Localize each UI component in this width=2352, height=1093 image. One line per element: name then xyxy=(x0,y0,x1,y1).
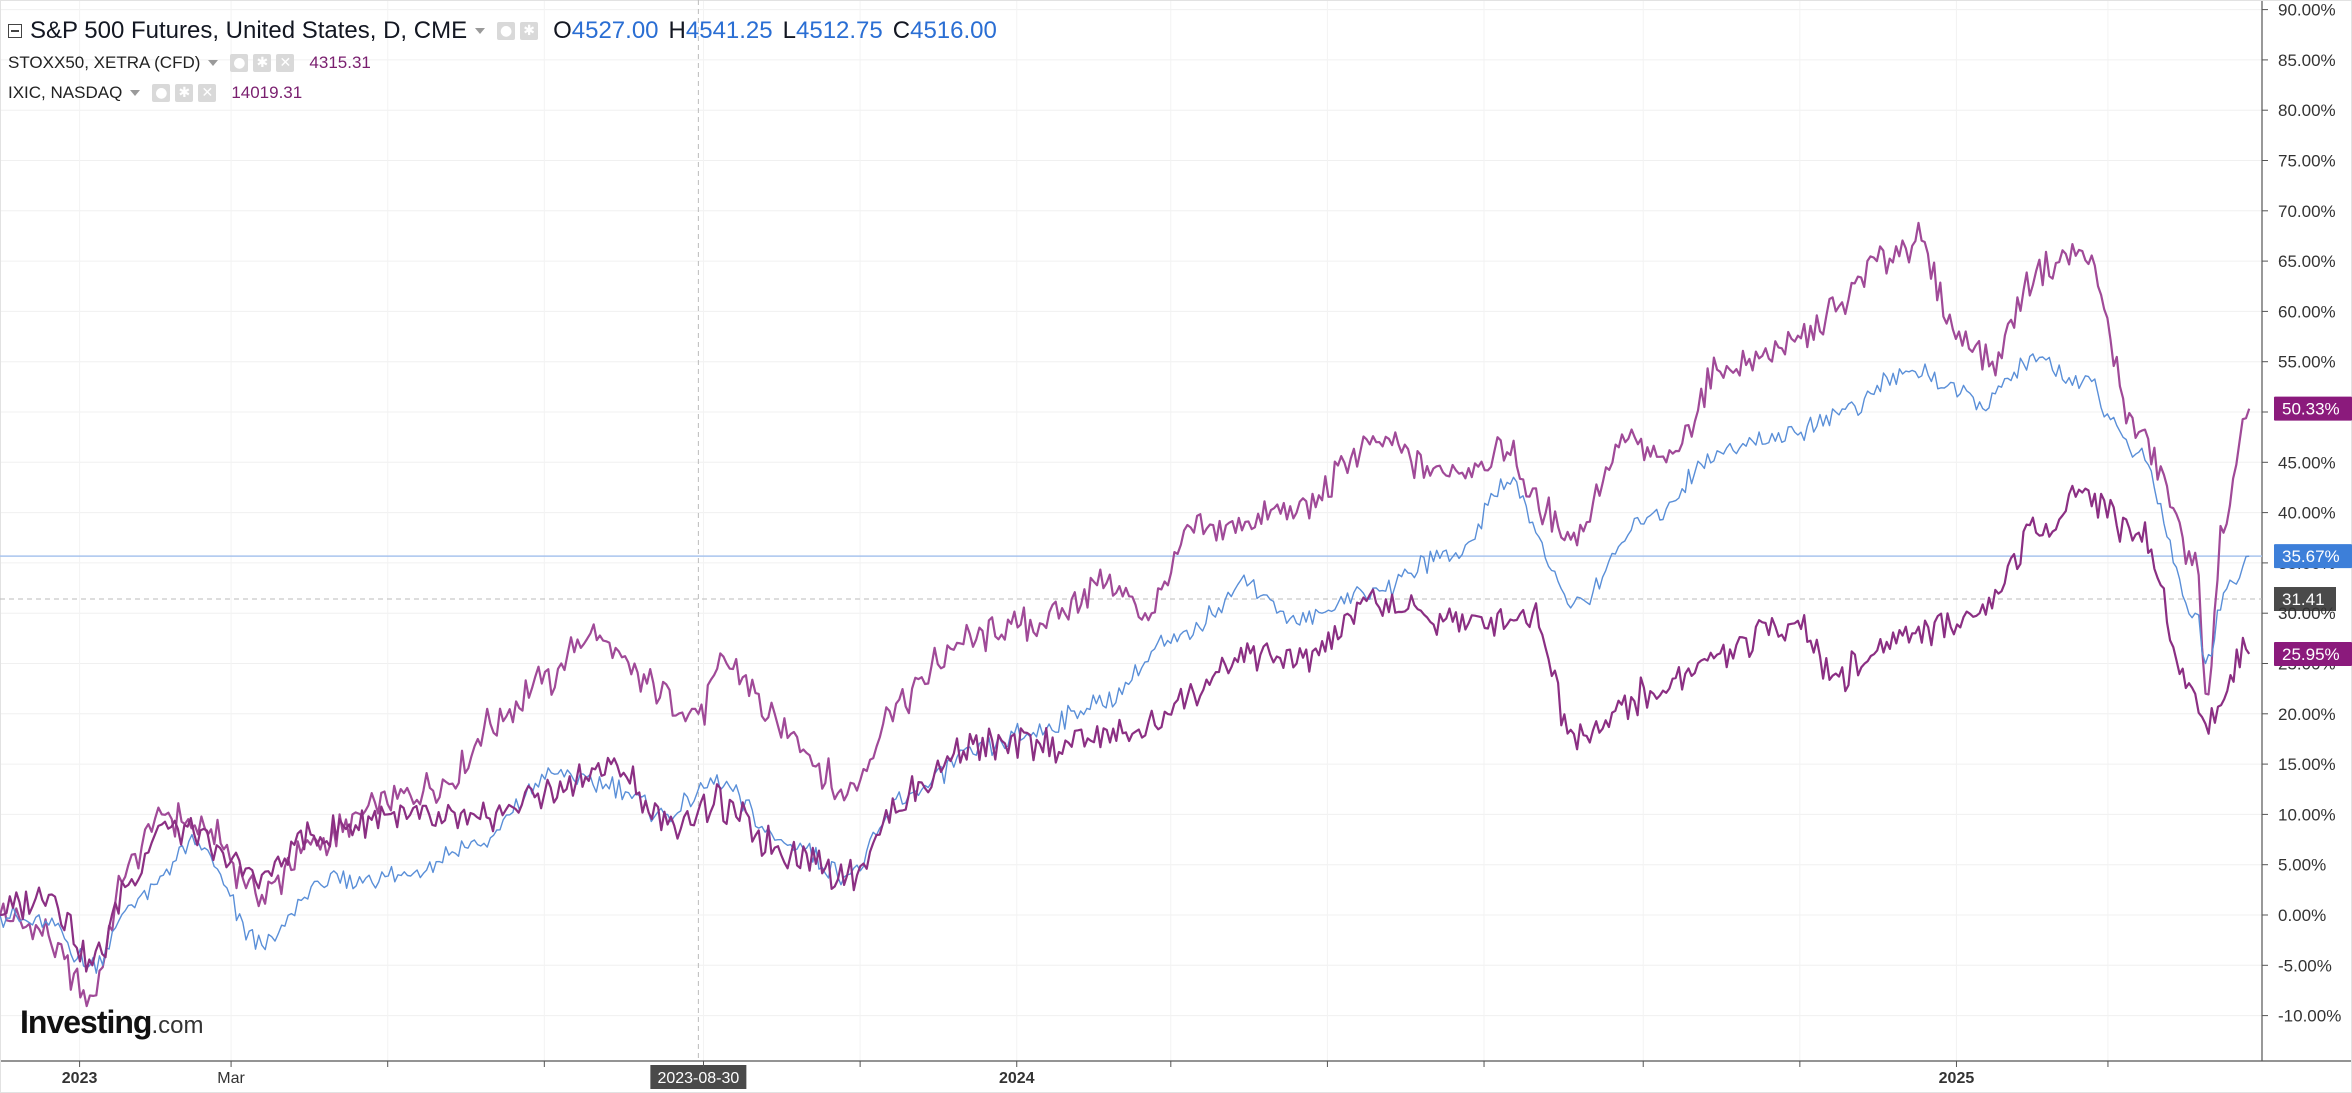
eye-icon[interactable]: ● xyxy=(230,54,249,72)
legend-main-row: S&P 500 Futures, United States, D, CME ●… xyxy=(8,14,997,48)
gear-icon[interactable]: ✱ xyxy=(520,22,539,40)
y-tick-label: 20.00% xyxy=(2278,705,2336,724)
last-value-badge xyxy=(2274,544,2352,569)
main-series-title[interactable]: S&P 500 Futures, United States, D, CME xyxy=(30,17,468,44)
y-tick-label: 15.00% xyxy=(2278,755,2336,774)
high-label: H xyxy=(668,17,686,44)
high-value: 4541.25 xyxy=(685,17,773,44)
series-line-3 xyxy=(0,484,2251,973)
chevron-down-icon[interactable] xyxy=(208,60,219,66)
eye-icon[interactable]: ● xyxy=(152,84,171,102)
y-tick-label: 55.00% xyxy=(2278,353,2336,372)
legend-series2-row: STOXX50, XETRA (CFD) ● ✱ ✕ 4315.31 xyxy=(8,48,997,78)
legend-series3-row: IXIC, NASDAQ ● ✱ ✕ 14019.31 xyxy=(8,78,997,108)
x-tick-label: 2024 xyxy=(999,1070,1035,1087)
crosshair-value-badge xyxy=(2274,587,2336,612)
close-label: C xyxy=(892,17,911,44)
logo-text: Investing xyxy=(20,1004,152,1040)
last-value-badge xyxy=(2274,396,2352,421)
series3-title[interactable]: IXIC, NASDAQ xyxy=(8,83,123,102)
eye-icon[interactable]: ● xyxy=(497,22,516,40)
low-value: 4512.75 xyxy=(796,17,883,44)
close-icon[interactable]: ✕ xyxy=(198,84,217,102)
y-tick-label: 80.00% xyxy=(2278,101,2336,120)
y-tick-label: 85.00% xyxy=(2278,51,2336,70)
y-tick-label: -10.00% xyxy=(2278,1007,2341,1026)
crosshair-date-badge xyxy=(650,1065,747,1089)
chevron-down-icon[interactable] xyxy=(475,28,486,34)
series-layer xyxy=(0,221,2251,1008)
y-tick-label: 60.00% xyxy=(2278,302,2336,321)
y-tick-label: 90.00% xyxy=(2278,1,2336,20)
y-tick-label: 45.00% xyxy=(2278,453,2336,472)
last-value-label: 25.95% xyxy=(2282,645,2340,664)
y-axis: 90.00% 85.00% 80.00% 75.00% 70.00% 65.00% 60.0… xyxy=(2262,1,2341,1026)
collapse-icon[interactable] xyxy=(8,24,22,38)
open-label: O xyxy=(553,17,572,44)
close-icon[interactable]: ✕ xyxy=(276,54,295,72)
last-value-label: 35.67% xyxy=(2282,547,2340,566)
crosshair-value-label: 31.41 xyxy=(2282,590,2325,609)
y-tick-label: 30.00% xyxy=(2278,604,2336,623)
x-tick-label: 2023 xyxy=(62,1070,98,1087)
y-tick-label: 40.00% xyxy=(2278,504,2336,523)
close-value: 4516.00 xyxy=(910,17,997,44)
last-value-badges: 50.33% 35.67% 25.95% xyxy=(2274,396,2352,666)
logo-suffix: .com xyxy=(151,1012,204,1039)
open-value: 4527.00 xyxy=(571,17,659,44)
last-value-badge xyxy=(2274,641,2352,666)
low-label: L xyxy=(782,17,796,44)
legend: S&P 500 Futures, United States, D, CME ●… xyxy=(8,14,997,108)
y-tick-label: 75.00% xyxy=(2278,152,2336,171)
y-tick-label: 65.00% xyxy=(2278,252,2336,271)
y-tick-label: 5.00% xyxy=(2278,856,2326,875)
crosshair-date-label: 2023-08-30 xyxy=(657,1070,739,1087)
series-line-1 xyxy=(0,221,2251,1008)
series-line-2 xyxy=(0,353,2250,974)
y-tick-label: 0.00% xyxy=(2278,906,2326,925)
chevron-down-icon[interactable] xyxy=(130,90,141,96)
gear-icon[interactable]: ✱ xyxy=(175,84,194,102)
investing-logo: Investing.com xyxy=(20,1004,203,1041)
last-value-label: 50.33% xyxy=(2282,400,2340,419)
series2-value: 4315.31 xyxy=(309,53,371,72)
gear-icon[interactable]: ✱ xyxy=(253,54,272,72)
series3-value: 14019.31 xyxy=(231,83,303,102)
grid-layer xyxy=(0,0,2262,1061)
x-tick-label: 2025 xyxy=(1939,1070,1975,1087)
x-tick-label: Mar xyxy=(217,1070,245,1087)
y-tick-label: 70.00% xyxy=(2278,202,2336,221)
y-tick-label: 10.00% xyxy=(2278,805,2336,824)
series2-title[interactable]: STOXX50, XETRA (CFD) xyxy=(8,53,201,72)
y-tick-label: -5.00% xyxy=(2278,956,2332,975)
x-axis: 2023 Mar 2024 2025 xyxy=(62,1061,2109,1087)
